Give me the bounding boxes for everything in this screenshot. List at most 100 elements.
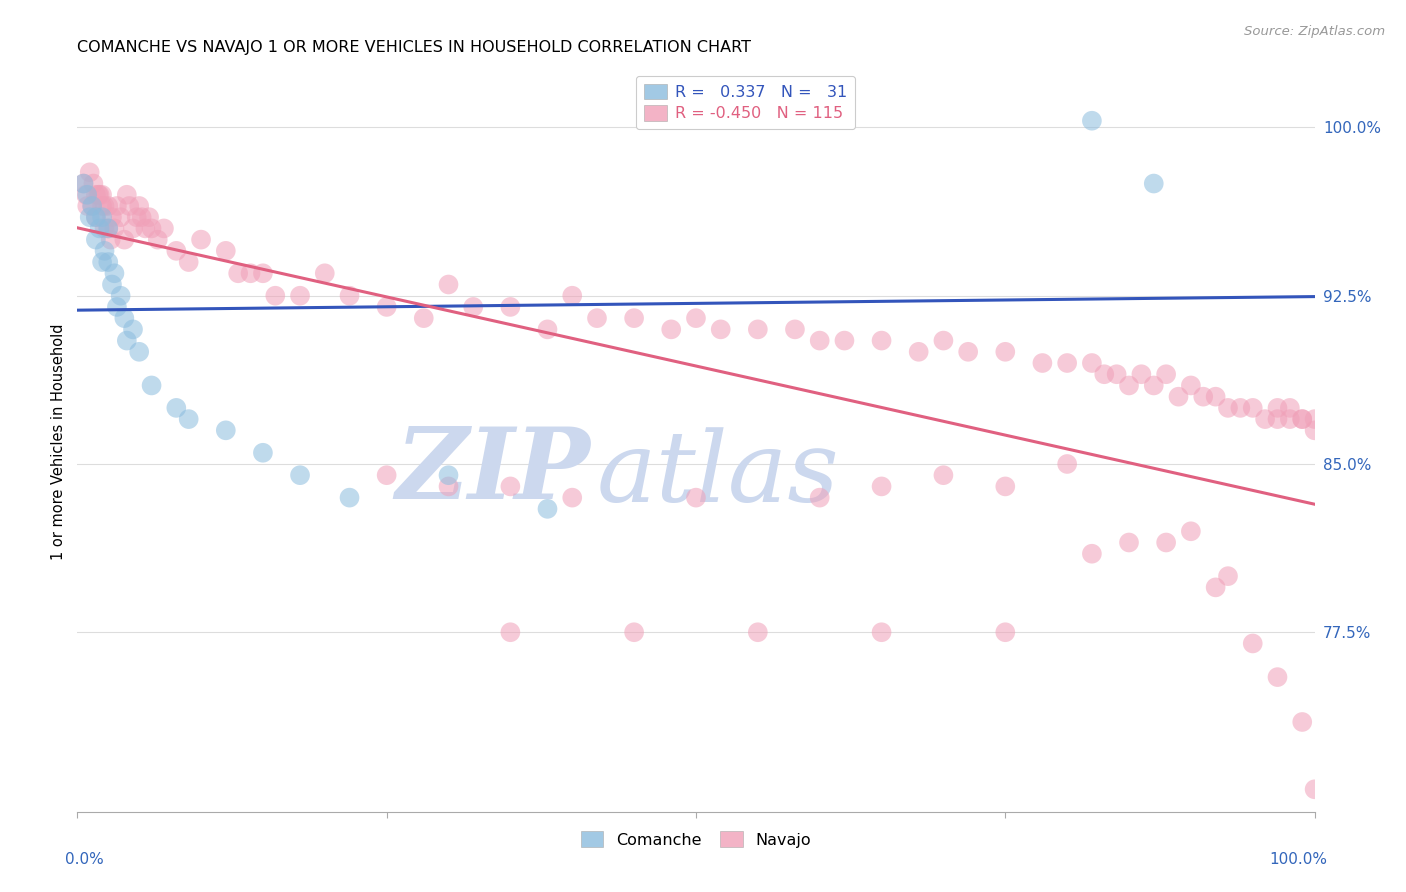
Point (87, 187, 110, 202)
Point (97, 221, 120, 235)
Point (128, 199, 150, 213)
Point (97, 221, 120, 235)
Point (252, 446, 274, 460)
Point (76, 199, 98, 213)
Point (91, 187, 114, 202)
Point (375, 468, 398, 483)
Point (561, 289, 583, 303)
Point (623, 625, 645, 640)
Point (499, 625, 522, 640)
Point (177, 412, 200, 426)
Point (685, 491, 707, 505)
Point (659, 322, 682, 336)
Point (1303, 412, 1326, 426)
Point (82, 199, 104, 213)
Point (105, 199, 128, 213)
Point (586, 311, 609, 326)
Point (288, 289, 311, 303)
Point (994, 625, 1017, 640)
Point (122, 322, 145, 336)
Point (89, 187, 111, 202)
Point (165, 401, 187, 415)
Point (870, 625, 893, 640)
Point (1081, 356, 1104, 370)
Point (1291, 714, 1313, 729)
Point (84, 210, 107, 224)
Point (101, 210, 124, 224)
Point (100, 233, 122, 247)
Point (190, 233, 212, 247)
Text: COMANCHE VS NAVAJO 1 OR MORE VEHICLES IN HOUSEHOLD CORRELATION CHART: COMANCHE VS NAVAJO 1 OR MORE VEHICLES IN… (77, 40, 751, 55)
Point (97, 255, 120, 269)
Point (1205, 390, 1227, 404)
Point (177, 255, 200, 269)
Point (1216, 401, 1239, 415)
Point (91, 199, 114, 213)
Point (1267, 670, 1289, 684)
Point (1143, 378, 1166, 392)
Point (1167, 390, 1189, 404)
Text: ZIP: ZIP (396, 423, 591, 519)
Point (1118, 378, 1140, 392)
Point (112, 311, 135, 326)
Point (1081, 547, 1104, 561)
Text: Source: ZipAtlas.com: Source: ZipAtlas.com (1244, 25, 1385, 38)
Point (499, 479, 522, 493)
Point (82, 177, 104, 191)
Point (75, 187, 97, 202)
Point (82, 199, 104, 213)
Point (288, 468, 311, 483)
Point (93, 221, 115, 235)
Point (1180, 378, 1202, 392)
Point (536, 322, 558, 336)
Point (1056, 356, 1078, 370)
Point (146, 233, 169, 247)
Point (1229, 401, 1251, 415)
Point (76, 187, 98, 202)
Point (105, 300, 128, 314)
Point (239, 266, 262, 280)
Point (994, 344, 1017, 359)
Point (252, 266, 274, 280)
Point (536, 501, 558, 516)
Point (808, 491, 831, 505)
Point (125, 210, 148, 224)
Point (623, 311, 645, 326)
Point (412, 311, 434, 326)
Point (141, 221, 163, 235)
Point (1031, 356, 1053, 370)
Point (1081, 113, 1104, 128)
Point (93, 199, 115, 213)
Point (91, 255, 114, 269)
Point (499, 300, 522, 314)
Point (1303, 423, 1326, 437)
Point (153, 221, 176, 235)
Text: atlas: atlas (598, 427, 839, 523)
Point (128, 344, 150, 359)
Point (1267, 401, 1289, 415)
Point (994, 479, 1017, 493)
Point (1118, 535, 1140, 549)
Point (79, 210, 101, 224)
Point (957, 344, 980, 359)
Point (84, 187, 107, 202)
Point (1143, 177, 1166, 191)
Point (1278, 412, 1301, 426)
Point (72, 177, 94, 191)
Text: 100.0%: 100.0% (1270, 853, 1327, 867)
Point (141, 378, 163, 392)
Point (101, 277, 124, 292)
Point (339, 289, 361, 303)
Point (932, 468, 955, 483)
Point (1130, 368, 1153, 382)
Text: 0.0%: 0.0% (65, 853, 104, 867)
Point (437, 277, 460, 292)
Point (1241, 636, 1264, 650)
Point (79, 165, 101, 179)
Point (115, 187, 138, 202)
Point (1303, 782, 1326, 797)
Point (115, 334, 138, 348)
Point (834, 334, 856, 348)
Point (314, 266, 336, 280)
Point (112, 233, 135, 247)
